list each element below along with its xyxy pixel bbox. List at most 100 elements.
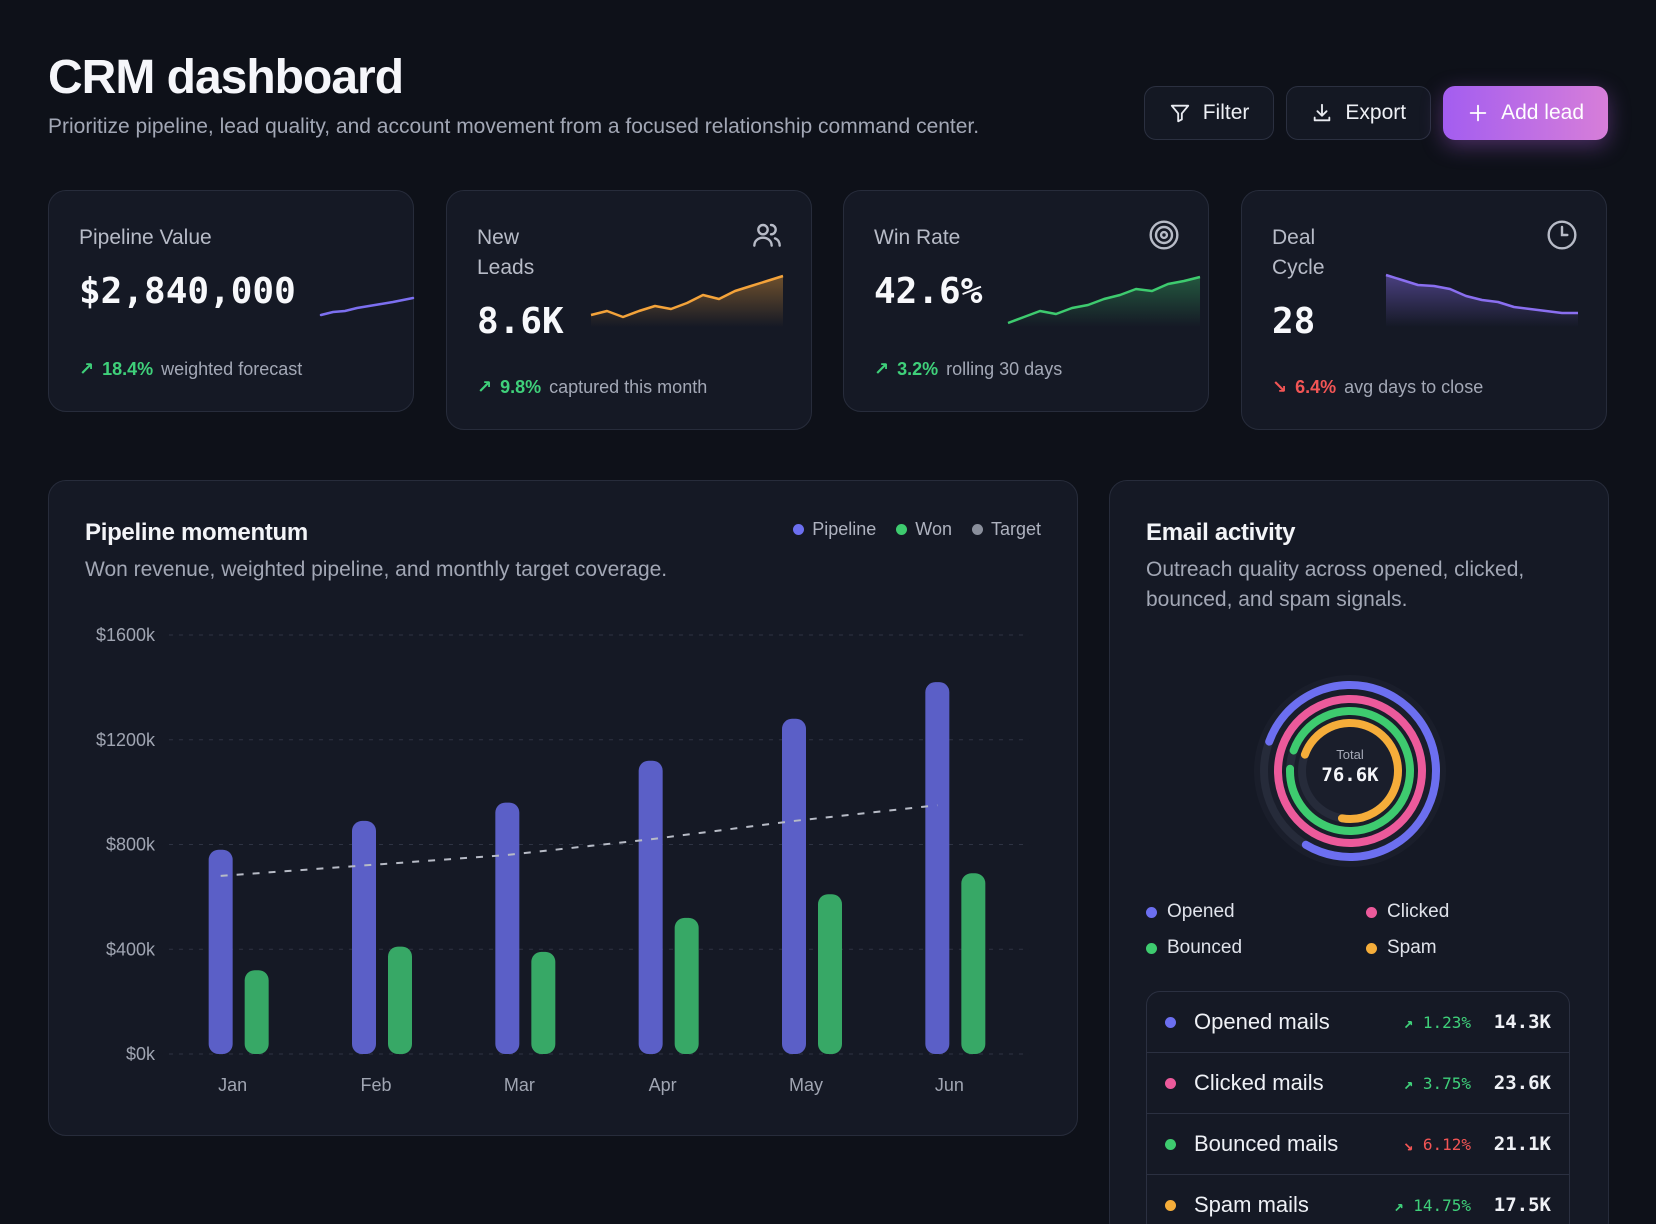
x-tick-label: Apr xyxy=(649,1075,677,1095)
filter-icon xyxy=(1170,104,1189,123)
bar-pipeline[interactable] xyxy=(925,682,950,1054)
kpi-label: Win Rate xyxy=(874,226,961,249)
row-change: ↗ 3.75% xyxy=(1403,1073,1471,1093)
legend-item-opened[interactable]: Opened xyxy=(1146,901,1366,923)
target-icon xyxy=(1149,220,1179,250)
kpi-note: rolling 30 days xyxy=(946,359,1063,379)
kpi-note: avg days to close xyxy=(1344,377,1484,397)
bar-won[interactable] xyxy=(244,970,269,1054)
ring-clicked[interactable] xyxy=(1258,679,1443,864)
page-header: CRM dashboard Prioritize pipeline, lead … xyxy=(48,50,979,139)
kpi-card-pipeline-value[interactable]: Pipeline Value $2,840,000 ↗ 18.4% weight… xyxy=(48,190,415,412)
email-stats-table: Opened mails ↗ 1.23% 14.3K Clicked mails… xyxy=(1146,991,1570,1224)
legend-item-won[interactable]: Won xyxy=(896,519,952,540)
subtitle-line: Outreach quality across opened, clicked, xyxy=(1146,558,1525,581)
add-lead-button-label: Add lead xyxy=(1501,101,1584,124)
pipeline-bar-chart: $0k $400k $800k $1200k $1600k Jan Feb Mar Apr May… xyxy=(96,625,1029,1095)
bar-won[interactable] xyxy=(531,951,556,1054)
legend-item-bounced[interactable]: Bounced xyxy=(1146,937,1366,959)
kpi-value: 42.6% xyxy=(874,271,983,312)
kpi-card-win-rate[interactable]: Win Rate 42.6% ↗ 3.2% rolling 30 days xyxy=(843,190,1209,412)
bar-pipeline[interactable] xyxy=(495,802,520,1054)
bar-pipeline[interactable] xyxy=(782,718,806,1054)
y-tick-label: $400k xyxy=(106,939,156,959)
x-tick-label: Jan xyxy=(218,1075,247,1095)
kpi-value: $2,840,000 xyxy=(79,271,296,312)
table-row[interactable]: Spam mails ↗ 14.75% 17.5K xyxy=(1147,1175,1569,1224)
bar-won[interactable] xyxy=(388,946,412,1054)
filter-button[interactable]: Filter xyxy=(1143,86,1275,140)
legend-item-spam[interactable]: Spam xyxy=(1366,937,1566,959)
x-tick-label: Feb xyxy=(360,1075,391,1095)
kpi-label: Deal Cycle xyxy=(1272,226,1325,279)
legend-item-pipeline[interactable]: Pipeline xyxy=(793,519,876,540)
ring-opened[interactable] xyxy=(1250,671,1450,871)
kpi-value: 8.6K xyxy=(477,301,564,342)
panel-subtitle: Outreach quality across opened, clicked,… xyxy=(1146,555,1586,615)
status-dot xyxy=(1165,1077,1176,1089)
kpi-card-new-leads[interactable]: New Leads 8.6K ↗ 9.8% captured this mont… xyxy=(446,190,812,430)
y-tick-label: $1200k xyxy=(96,730,156,750)
x-tick-label: Mar xyxy=(504,1075,535,1095)
y-tick-label: $800k xyxy=(106,835,156,855)
row-value: 21.1K xyxy=(1493,1133,1551,1155)
kpi-value: 28 xyxy=(1272,301,1316,342)
panel-title: Pipeline momentum xyxy=(85,519,308,546)
row-name: Opened mails xyxy=(1194,1009,1330,1034)
chart-legend: Pipeline Won Target xyxy=(793,519,1041,540)
pipeline-momentum-panel: Pipeline momentum Won revenue, weighted … xyxy=(48,480,1078,1136)
donut-center: Total 76.6K xyxy=(1250,747,1450,786)
page-subtitle: Prioritize pipeline, lead quality, and a… xyxy=(48,115,980,138)
kpi-sparkline xyxy=(590,274,784,327)
x-tick-label: May xyxy=(789,1075,823,1095)
bar-pipeline[interactable] xyxy=(352,820,376,1054)
row-change: ↗ 14.75% xyxy=(1393,1195,1471,1215)
subtitle-line: bounced, and spam signals. xyxy=(1146,588,1408,611)
kpi-note: captured this month xyxy=(549,377,708,397)
add-lead-button[interactable]: Add lead xyxy=(1443,86,1608,140)
email-legend: Opened Clicked Bounced Spam xyxy=(1146,901,1566,959)
donut-background xyxy=(1254,675,1446,867)
row-change: ↗ 1.23% xyxy=(1403,1012,1471,1032)
target-line xyxy=(220,804,938,877)
kpi-card-deal-cycle[interactable]: Deal Cycle 28 ↘ 6.4% avg days to close xyxy=(1241,190,1607,430)
clock-icon xyxy=(1547,220,1577,250)
kpi-change: 6.4% xyxy=(1295,377,1337,397)
row-name: Spam mails xyxy=(1194,1192,1309,1217)
ring-spam[interactable] xyxy=(1288,709,1411,832)
export-button[interactable]: Export xyxy=(1286,86,1432,140)
download-icon xyxy=(1314,103,1331,122)
kpi-change: 9.8% xyxy=(500,377,542,397)
kpi-sparkline xyxy=(319,296,415,317)
x-tick-label: Jun xyxy=(935,1075,964,1095)
donut-total-label: Total xyxy=(1336,747,1364,762)
bar-pipeline[interactable] xyxy=(208,849,233,1054)
kpi-change: 18.4% xyxy=(102,359,154,379)
bar-won[interactable] xyxy=(961,873,986,1054)
panel-subtitle: Won revenue, weighted pipeline, and mont… xyxy=(85,558,668,581)
table-row[interactable]: Clicked mails ↗ 3.75% 23.6K xyxy=(1147,1053,1569,1114)
bar-pipeline[interactable] xyxy=(638,760,663,1054)
row-value: 23.6K xyxy=(1493,1072,1551,1094)
row-change: ↘ 6.12% xyxy=(1403,1134,1471,1154)
bar-won[interactable] xyxy=(818,894,842,1054)
filter-button-label: Filter xyxy=(1202,101,1250,124)
bar-won[interactable] xyxy=(674,917,699,1054)
ring-bounced[interactable] xyxy=(1273,694,1427,848)
trend-up-icon: ↗ xyxy=(874,359,890,379)
email-activity-panel: Email activity Outreach quality across o… xyxy=(1109,480,1609,1224)
email-donut-chart xyxy=(1250,671,1450,871)
legend-item-target[interactable]: Target xyxy=(971,519,1041,540)
y-tick-label: $1600k xyxy=(96,625,156,645)
table-row[interactable]: Bounced mails ↘ 6.12% 21.1K xyxy=(1147,1114,1569,1175)
status-dot xyxy=(1165,1138,1176,1150)
table-row[interactable]: Opened mails ↗ 1.23% 14.3K xyxy=(1147,992,1569,1053)
kpi-footer: ↗ 3.2% rolling 30 days xyxy=(874,359,1062,380)
plus-icon xyxy=(1469,104,1487,122)
kpi-footer: ↗ 9.8% captured this month xyxy=(477,377,707,398)
legend-item-clicked[interactable]: Clicked xyxy=(1366,901,1566,923)
kpi-footer: ↘ 6.4% avg days to close xyxy=(1272,377,1483,398)
row-name: Bounced mails xyxy=(1194,1131,1339,1156)
page-title: CRM dashboard xyxy=(48,51,404,104)
kpi-note: weighted forecast xyxy=(161,359,303,379)
